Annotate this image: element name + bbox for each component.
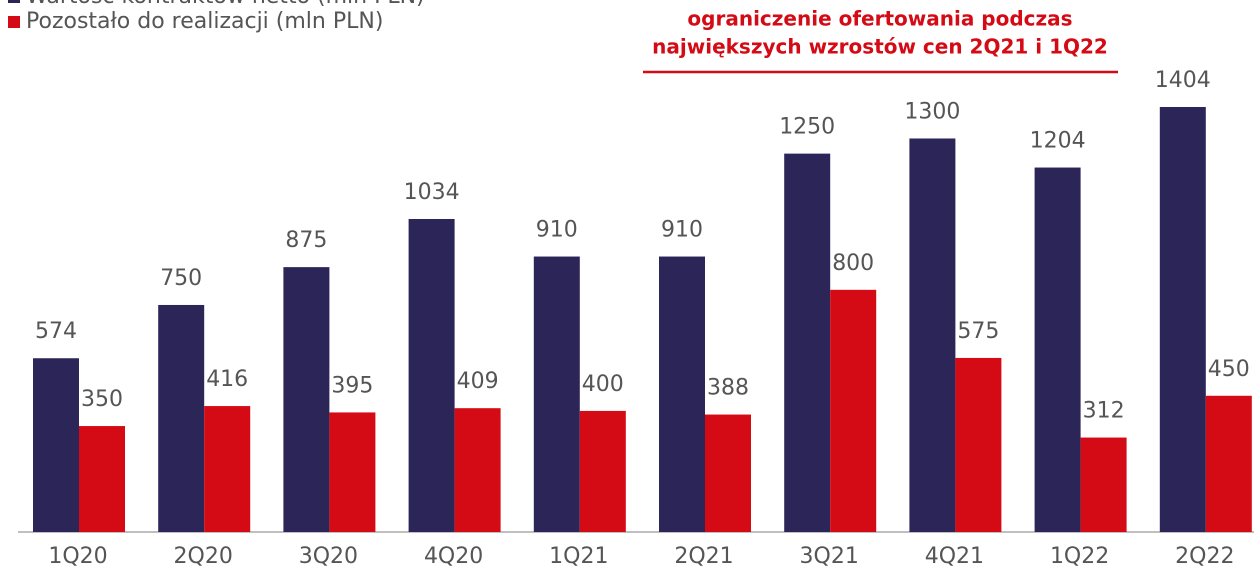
data-label: 1300 [904,99,960,124]
bar [705,414,751,532]
annotation: ograniczenie ofertowania podczas [687,7,1072,31]
x-tick-label: 3Q21 [800,544,859,569]
x-tick-label: 4Q21 [925,544,984,569]
bar [533,256,580,532]
legend-label: Pozostało do realizacji (mln PLN) [26,9,383,34]
data-label: 1034 [404,180,460,205]
data-label: 1204 [1030,129,1086,154]
data-label: 450 [1208,357,1250,382]
x-tick-label: 2Q21 [674,544,733,569]
bar [659,256,705,532]
annotation: największych wzrostów cen 2Q21 i 1Q22 [652,35,1108,59]
data-label: 875 [285,228,327,253]
data-label: 350 [81,387,123,412]
bar [1159,107,1206,532]
bar [204,406,251,532]
bar [955,357,1002,532]
data-label: 910 [536,218,578,243]
data-label: 1250 [779,115,835,140]
legend-label: Wartość kontraktów netto (mln PLN) [26,0,425,9]
bar [454,408,501,532]
data-label: 800 [832,251,874,276]
bar [830,289,877,532]
x-tick-label: 2Q20 [174,544,233,569]
data-label: 400 [582,372,624,397]
legend-swatch [8,0,20,3]
bar [329,412,376,532]
bar [79,426,125,532]
data-label: 409 [457,369,499,394]
bar [909,138,956,532]
bar [1080,437,1127,532]
data-label: 416 [206,367,248,392]
x-tick-label: 1Q22 [1050,544,1109,569]
data-label: 910 [661,218,703,243]
data-label: 575 [957,319,999,344]
bar [784,153,831,532]
bar [408,219,455,533]
x-tick-label: 3Q20 [299,544,358,569]
x-tick-label: 4Q20 [424,544,483,569]
x-tick-label: 1Q20 [48,544,107,569]
bar [283,267,330,532]
data-label: 574 [35,319,77,344]
bar [158,304,205,532]
data-label: 750 [160,266,202,291]
bar [579,410,626,532]
x-tick-label: 1Q21 [549,544,608,569]
data-label: 388 [707,376,749,401]
bar [33,358,79,532]
bar [1205,395,1252,532]
bar [1034,167,1081,532]
legend-swatch [8,16,20,28]
x-tick-label: 2Q22 [1175,544,1234,569]
data-label: 395 [331,373,373,398]
data-label: 1404 [1155,68,1211,93]
data-label: 312 [1083,399,1125,424]
